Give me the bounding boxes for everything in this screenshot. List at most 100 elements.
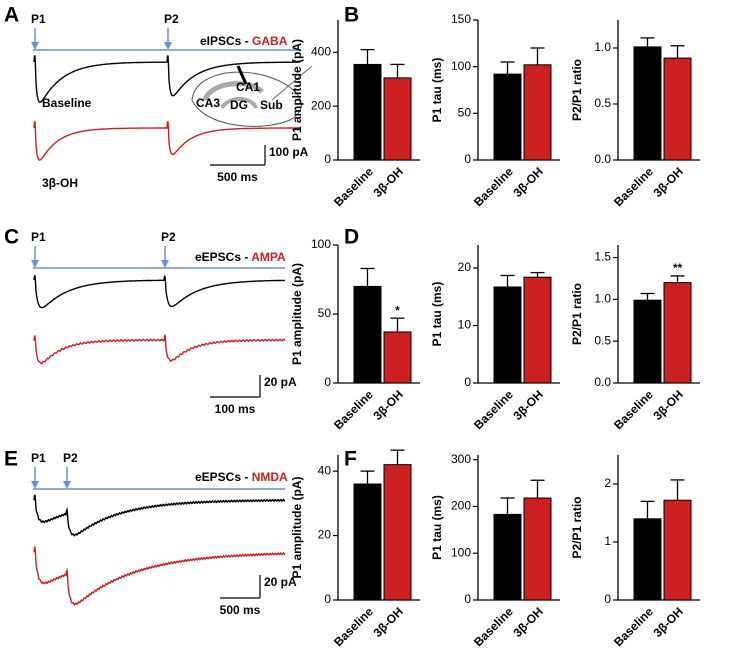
y-tick-label: 2 — [604, 476, 611, 490]
inset-label: Sub — [260, 98, 283, 112]
significance: ** — [673, 261, 683, 275]
x-tick-label: 3β-OH — [651, 164, 686, 199]
trace — [33, 55, 300, 103]
trace-title-text: eIPSCs - — [200, 34, 252, 48]
x-tick-label: 3β-OH — [511, 387, 546, 422]
y-tick-label: 20 — [318, 528, 332, 542]
stimulus-label: P1 — [31, 12, 46, 26]
x-tick-label: 3β-OH — [511, 604, 546, 639]
y-tick-label: 1.0 — [594, 40, 611, 54]
y-tick-label: 0 — [464, 375, 471, 389]
panel-letter: E — [4, 448, 18, 471]
bar — [523, 276, 552, 384]
trace-title-text: eEPSCs - — [195, 250, 251, 264]
y-tick-label: 1 — [604, 534, 611, 548]
x-tick-label: Baseline — [471, 604, 516, 649]
bar — [663, 57, 692, 161]
bar — [353, 483, 382, 601]
panel-letter: D — [344, 226, 359, 249]
y-tick-label: 50 — [458, 106, 472, 120]
y-axis-label: P2/P1 ratio — [570, 283, 584, 345]
stimulus-label: P2 — [161, 230, 176, 244]
trace-title-text: eEPSCs - — [195, 470, 252, 484]
y-axis-label: P1 amplitude (pA) — [290, 39, 304, 141]
trace-title: eEPSCs - AMPA — [195, 250, 286, 264]
x-tick-label: Baseline — [331, 164, 376, 209]
hippocampus-inset: CA1 CA3 DG Sub — [191, 65, 313, 127]
bar — [663, 499, 692, 601]
panel-letter: A — [4, 4, 19, 27]
bar — [663, 282, 692, 384]
trace — [33, 275, 285, 309]
y-tick-label: 0 — [464, 592, 471, 606]
y-axis-label: P2/P1 ratio — [570, 496, 584, 558]
inset-ca — [202, 81, 264, 102]
y-tick-label: 0 — [324, 375, 331, 389]
bar — [383, 331, 412, 384]
trace — [33, 494, 286, 537]
y-tick-label: 50 — [318, 306, 332, 320]
y-tick-label: 100 — [451, 59, 471, 73]
inset-dg — [220, 97, 258, 110]
y-tick-label: 0 — [604, 592, 611, 606]
y-tick-label: 100 — [451, 545, 471, 559]
bar — [523, 497, 552, 601]
panel-letter: B — [344, 4, 359, 27]
y-tick-label: 0.0 — [594, 375, 611, 389]
scale-label-y: 20 pA — [264, 375, 297, 389]
y-tick-label: 0 — [324, 592, 331, 606]
panel-letters: A B C D E F — [4, 4, 359, 471]
y-tick-label: 1.0 — [594, 292, 611, 306]
scale-label-y: 100 pA — [269, 145, 309, 159]
x-tick-label: Baseline — [611, 387, 656, 432]
panel-letter: C — [4, 226, 19, 249]
bar — [383, 464, 412, 601]
y-tick-label: 0 — [324, 152, 331, 166]
x-tick-label: 3β-OH — [371, 164, 406, 199]
bar — [493, 286, 522, 384]
x-tick-label: Baseline — [471, 387, 516, 432]
y-tick-label: 200 — [311, 98, 331, 112]
x-tick-label: 3β-OH — [511, 164, 546, 199]
bar — [523, 64, 552, 161]
bar — [633, 46, 662, 161]
y-tick-label: 0.0 — [594, 152, 611, 166]
y-axis-label: P1 tau (ms) — [430, 58, 444, 123]
stimulus-label: P1 — [31, 451, 46, 465]
y-tick-label: 150 — [451, 12, 471, 26]
stimulus-label: P2 — [63, 451, 78, 465]
trace-label: 3β-OH — [42, 176, 78, 190]
bar — [383, 77, 412, 161]
stimulus-arrowhead — [31, 42, 39, 50]
x-tick-label: 3β-OH — [651, 387, 686, 422]
x-tick-label: Baseline — [331, 604, 376, 649]
x-tick-label: Baseline — [611, 604, 656, 649]
x-tick-label: Baseline — [331, 387, 376, 432]
trace-title: eEPSCs - NMDA — [195, 470, 288, 484]
y-tick-label: 0 — [464, 152, 471, 166]
bar — [353, 285, 382, 384]
stimulus-arrowhead — [63, 481, 71, 489]
trace — [33, 121, 300, 161]
stimulus-arrowhead — [31, 481, 39, 489]
y-tick-label: 200 — [451, 499, 471, 513]
inset-electrode — [236, 65, 248, 85]
y-tick-label: 300 — [451, 452, 471, 466]
trace-receptor: GABA — [252, 34, 288, 48]
y-tick-label: 20 — [458, 260, 472, 274]
inset-label: CA1 — [236, 80, 260, 94]
bar — [493, 513, 522, 601]
bar — [633, 518, 662, 601]
y-axis-label: P1 tau (ms) — [430, 282, 444, 347]
x-tick-label: Baseline — [611, 164, 656, 209]
x-tick-label: 3β-OH — [371, 604, 406, 639]
stimulus-label: P2 — [164, 12, 179, 26]
y-axis-label: P2/P1 ratio — [570, 59, 584, 121]
scale-label-x: 500 ms — [217, 170, 258, 184]
stimulus-arrowhead — [161, 260, 169, 268]
scale-label-y: 20 pA — [264, 575, 297, 589]
y-tick-label: 1.5 — [594, 250, 611, 264]
significance: * — [395, 303, 400, 317]
y-tick-label: 0.5 — [594, 333, 611, 347]
